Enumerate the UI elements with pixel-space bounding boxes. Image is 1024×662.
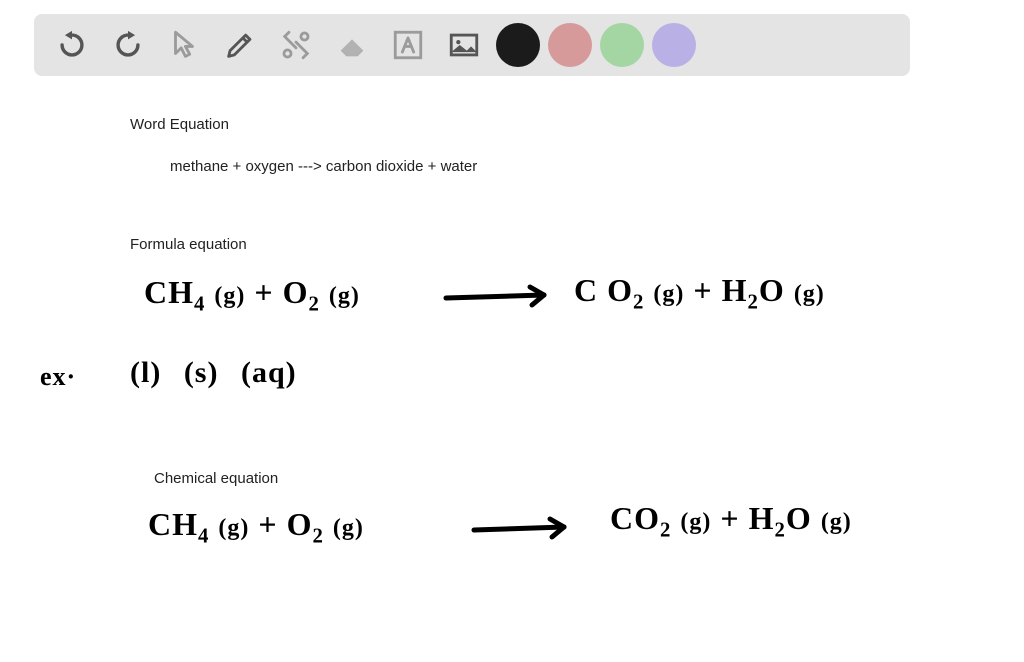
pointer-icon [167,28,201,62]
eraser-button[interactable] [328,21,376,69]
redo-button[interactable] [104,21,152,69]
undo-button[interactable] [48,21,96,69]
chemical-eq-arrow [468,514,584,542]
image-icon [447,28,481,62]
image-button[interactable] [440,21,488,69]
pencil-icon [223,28,257,62]
heading-word-equation: Word Equation [130,116,229,133]
canvas-area[interactable]: Word Equation methane + oxygen ---> carb… [0,90,1024,662]
pencil-button[interactable] [216,21,264,69]
formula-eq-rhs: C O2 (g) + H2O (g) [574,272,825,314]
color-purple[interactable] [652,23,696,67]
heading-formula-equation: Formula equation [130,236,247,253]
pointer-button[interactable] [160,21,208,69]
color-black[interactable] [496,23,540,67]
text-button[interactable] [384,21,432,69]
redo-icon [111,28,145,62]
heading-chemical-equation: Chemical equation [154,470,278,487]
chemical-eq-rhs: CO2 (g) + H2O (g) [610,500,852,542]
formula-eq-arrow [440,282,566,310]
color-green[interactable] [600,23,644,67]
drawing-toolbar [34,14,910,76]
eraser-icon [335,28,369,62]
chemical-eq-lhs: CH4 (g) + O2 (g) [148,506,364,548]
formula-eq-lhs: CH4 (g) + O2 (g) [144,274,360,316]
states-list: (l) (s) (aq) [130,356,297,390]
undo-icon [55,28,89,62]
text-icon [391,28,425,62]
tools-icon [279,28,313,62]
color-red[interactable] [548,23,592,67]
states-prefix: ex· [40,362,76,392]
tools-button[interactable] [272,21,320,69]
word-equation-text: methane + oxygen ---> carbon dioxide + w… [170,158,477,175]
